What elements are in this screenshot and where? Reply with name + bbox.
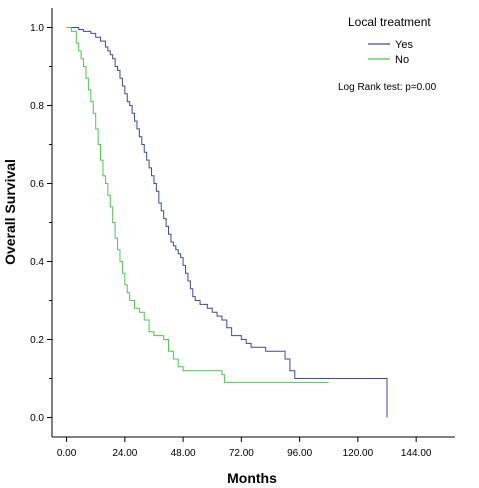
legend-label-yes: Yes xyxy=(395,39,413,51)
legend-title: Local treatment xyxy=(348,15,431,29)
legend-label-no: No xyxy=(395,54,409,66)
y-ticks-group: 0.0 0.2 0.4 0.6 0.8 1.0 xyxy=(30,23,52,424)
x-tick-label: 144.00 xyxy=(401,448,432,459)
x-tick-label: 120.00 xyxy=(343,448,374,459)
x-tick-label: 96.00 xyxy=(287,448,312,459)
legend: Local treatment Yes No xyxy=(348,15,431,66)
series-line-yes xyxy=(66,27,388,418)
series-line-no xyxy=(66,27,329,383)
log-rank-annotation: Log Rank test: p=0.00 xyxy=(338,82,437,93)
y-tick-label: 0.0 xyxy=(30,413,44,424)
series-layer xyxy=(66,27,388,418)
y-tick-label: 0.4 xyxy=(30,257,44,268)
y-tick-label: 0.8 xyxy=(30,101,44,112)
y-tick-label: 1.0 xyxy=(30,23,44,34)
x-tick-label: 72.00 xyxy=(229,448,254,459)
y-tick-label: 0.2 xyxy=(30,335,44,346)
x-tick-label: 24.00 xyxy=(112,448,137,459)
x-tick-label: 0.00 xyxy=(57,448,77,459)
x-tick-label: 48.00 xyxy=(171,448,196,459)
y-tick-label: 0.6 xyxy=(30,179,44,190)
x-ticks-group: 0.00 24.00 48.00 72.00 96.00 120.00 144.00 xyxy=(57,437,432,459)
x-axis-title: Months xyxy=(227,470,277,486)
y-axis-title: Overall Survival xyxy=(2,159,18,265)
